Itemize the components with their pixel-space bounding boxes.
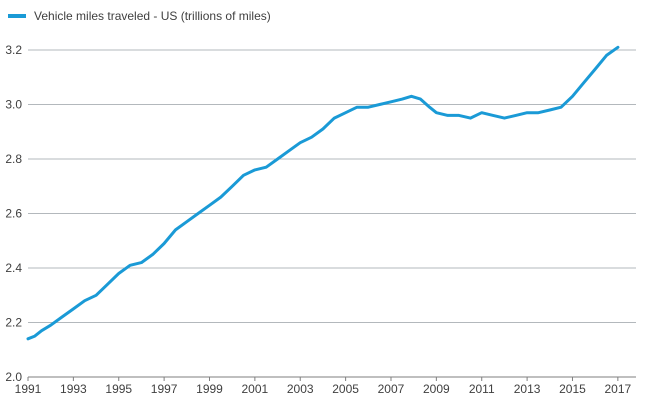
y-tick-label: 2.4 xyxy=(5,261,22,275)
x-tick-label: 2017 xyxy=(604,382,631,396)
y-tick-label: 2.2 xyxy=(5,316,22,330)
y-tick-label: 3.0 xyxy=(5,98,22,112)
y-axis-ticks: 2.0 2.2 2.4 2.6 2.8 3.0 3.2 xyxy=(5,43,22,384)
x-tick-label: 2005 xyxy=(332,382,359,396)
x-tick-label: 1997 xyxy=(151,382,178,396)
x-tick-label: 1995 xyxy=(105,382,132,396)
legend: Vehicle miles traveled - US (trillions o… xyxy=(8,9,271,23)
x-tick-label: 2015 xyxy=(559,382,586,396)
x-tick-label: 2009 xyxy=(423,382,450,396)
x-tick-label: 2003 xyxy=(287,382,314,396)
y-tick-label: 2.6 xyxy=(5,207,22,221)
x-tick-label: 1993 xyxy=(60,382,87,396)
gridlines xyxy=(28,49,636,323)
x-tick-label: 2011 xyxy=(469,382,495,396)
x-axis-ticks: 1991 1993 1995 1997 1999 2001 2003 2005 2007 2009… xyxy=(15,377,632,396)
x-tick-label: 2013 xyxy=(514,382,541,396)
y-tick-label: 2.8 xyxy=(5,152,22,166)
series-line xyxy=(26,45,620,341)
x-tick-label: 2007 xyxy=(378,382,405,396)
x-tick-label: 1991 xyxy=(15,382,42,396)
y-tick-label: 3.2 xyxy=(5,43,22,57)
x-tick-label: 1999 xyxy=(196,382,223,396)
x-tick-label: 2001 xyxy=(242,382,269,396)
legend-label: Vehicle miles traveled - US (trillions o… xyxy=(34,9,271,23)
y-tick-label: 2.0 xyxy=(5,370,22,384)
series-group xyxy=(26,45,620,341)
